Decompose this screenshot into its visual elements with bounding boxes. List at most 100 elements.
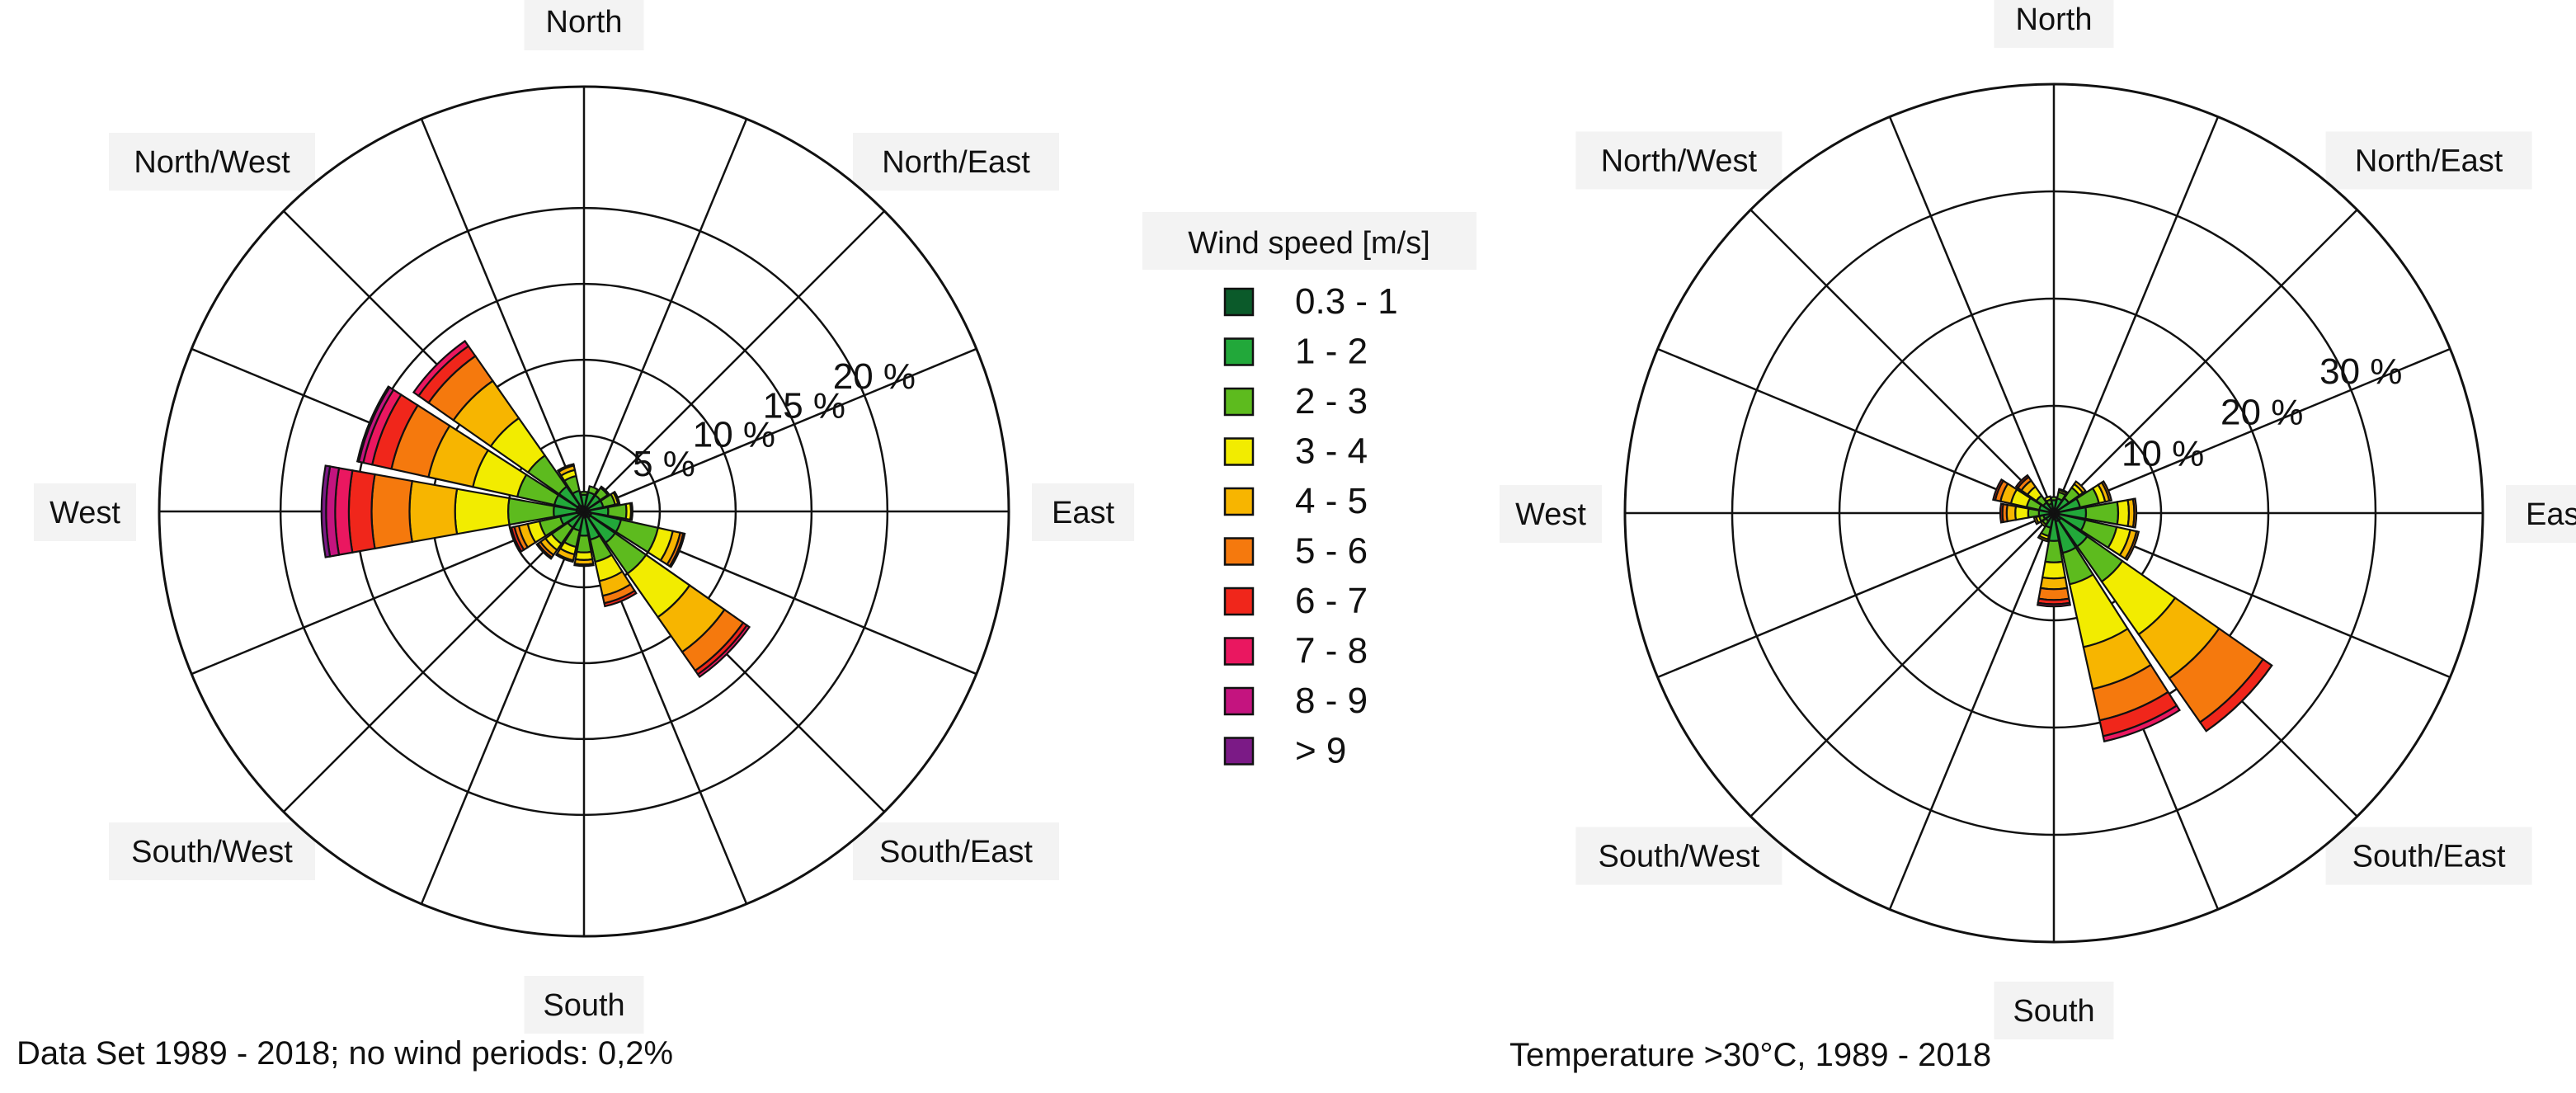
- bar-S-4_5: [2039, 576, 2069, 591]
- percent-ring: [1838, 297, 2270, 729]
- legend-label: 3 - 4: [1295, 431, 1368, 472]
- bar-S-5_6: [573, 563, 595, 568]
- direction-label-bg: [109, 133, 315, 191]
- direction-label-bg: [524, 976, 644, 1034]
- direction-label: North/West: [1601, 144, 1758, 178]
- legend-swatch: [1223, 686, 1255, 716]
- direction-label: North/East: [882, 145, 1030, 180]
- bar-SSE-6_7: [603, 589, 638, 608]
- ring-label: 10 %: [2122, 433, 2204, 473]
- bar-S-7_8: [2036, 601, 2072, 608]
- radial-gridline: [582, 118, 748, 512]
- bar-N-2_3: [579, 490, 589, 497]
- legend-label: 8 - 9: [1295, 681, 1368, 721]
- bar-WNW-_9: [356, 385, 391, 464]
- legend-swatch: [1223, 737, 1255, 766]
- direction-label-bg: [1994, 982, 2114, 1039]
- radial-gridline: [420, 118, 586, 512]
- direction-label: South: [543, 988, 624, 1023]
- direction-label: North: [546, 5, 623, 40]
- bar-W-6_7: [347, 469, 376, 554]
- ring-label: 30 %: [2319, 351, 2402, 392]
- bar-ENE-4_5: [612, 490, 621, 506]
- direction-label-bg: [524, 0, 644, 50]
- direction-label: South/East: [2352, 840, 2506, 874]
- direction-label-bg: [1500, 485, 1602, 543]
- direction-label-bg: [2325, 827, 2532, 885]
- bar-W-5_6: [370, 473, 414, 550]
- radial-gridline: [420, 511, 586, 905]
- percent-ring: [1945, 404, 2163, 622]
- legend: Wind speed [m/s] 0.3 - 1 1 - 2 2 - 3 3 - 4 4 …: [1142, 212, 1476, 771]
- bar-SW-6_7: [535, 542, 553, 560]
- bar-ESE-6_7: [668, 532, 686, 568]
- direction-label-bg: [1994, 0, 2114, 48]
- legend-swatch: [1223, 337, 1255, 366]
- wind-rose-right: North North/East East South/East South South/…: [1500, 0, 2576, 1073]
- direction-label: South/West: [131, 835, 293, 869]
- chart-caption: Data Set 1989 - 2018; no wind periods: 0…: [16, 1035, 673, 1072]
- bar-NNW-3_4: [2043, 495, 2052, 503]
- bar-SSW-5_6: [554, 552, 575, 563]
- direction-label-bg: [1032, 483, 1134, 541]
- ring-label: 10 %: [693, 415, 775, 455]
- ring-label: 5 %: [633, 444, 695, 484]
- bar-SSE-7_8: [2102, 704, 2182, 743]
- bar-W-6_7: [1999, 502, 2004, 524]
- legend-label: 5 - 6: [1295, 531, 1368, 572]
- direction-label-bg: [1575, 827, 1782, 885]
- direction-label: North: [2016, 2, 2093, 37]
- direction-label-bg: [2506, 485, 2576, 543]
- legend-title-bg: [1142, 212, 1476, 270]
- percent-ring: [1731, 190, 2377, 836]
- ring-label: 15 %: [763, 385, 845, 426]
- percent-ring: [279, 206, 889, 817]
- direction-label-bg: [109, 822, 315, 880]
- bar-S-2_3: [2044, 539, 2064, 563]
- legend-swatch: [1223, 637, 1255, 666]
- direction-label: East: [2526, 497, 2576, 532]
- legend-label: 4 - 5: [1295, 481, 1368, 521]
- direction-label: South: [2013, 994, 2094, 1029]
- direction-label-bg: [34, 483, 136, 541]
- direction-label-bg: [853, 133, 1059, 191]
- bar-NW-7_8: [412, 339, 470, 398]
- direction-label: South/East: [879, 835, 1033, 869]
- radial-gridline: [583, 210, 886, 512]
- legend-swatch: [1223, 437, 1255, 466]
- bar-S-3_4: [2041, 560, 2067, 580]
- bar-NE-3_4: [599, 485, 610, 497]
- bar-NE-4_5: [2073, 480, 2087, 494]
- bar-ESE-5_6: [2124, 530, 2140, 562]
- direction-label-bg: [1575, 131, 1782, 190]
- legend-swatch: [1223, 287, 1255, 317]
- direction-label: West: [1515, 497, 1586, 532]
- wind-rose-left: North North/East East South/East South South/…: [16, 0, 1134, 1072]
- bar-E-4_5: [629, 502, 633, 521]
- legend-label: 6 - 7: [1295, 581, 1368, 621]
- bar-SE-7_8: [696, 624, 751, 679]
- bar-WSW-6_7: [510, 525, 525, 554]
- bar-W-4_5: [408, 479, 459, 544]
- bar-W-_9: [320, 464, 332, 558]
- legend-swatch: [1223, 487, 1255, 516]
- legend-label: 7 - 8: [1295, 631, 1368, 671]
- direction-label: North/East: [2355, 144, 2503, 178]
- bar-E-5_6: [2131, 497, 2138, 529]
- bar-NNE-4_5: [2057, 488, 2069, 495]
- bar-N-2_3: [2050, 496, 2058, 502]
- direction-label-bg: [2325, 131, 2532, 190]
- legend-label: 2 - 3: [1295, 381, 1368, 422]
- bar-SE-6_7: [2198, 657, 2273, 733]
- bar-NW-6_7: [2014, 473, 2031, 490]
- bar-S-5_6: [2037, 587, 2070, 601]
- chart-caption: Temperature >30°C, 1989 - 2018: [1509, 1037, 1991, 1073]
- bar-NNE-2_3: [586, 485, 600, 497]
- legend-swatch: [1223, 587, 1255, 616]
- direction-label: South/West: [1599, 840, 1760, 874]
- bar-E-3_4: [2116, 498, 2131, 528]
- legend-label: 1 - 2: [1295, 332, 1368, 372]
- direction-label: North/West: [134, 145, 290, 180]
- bar-W-4_5: [2005, 503, 2018, 523]
- bar-SSW-4_5: [2037, 534, 2050, 543]
